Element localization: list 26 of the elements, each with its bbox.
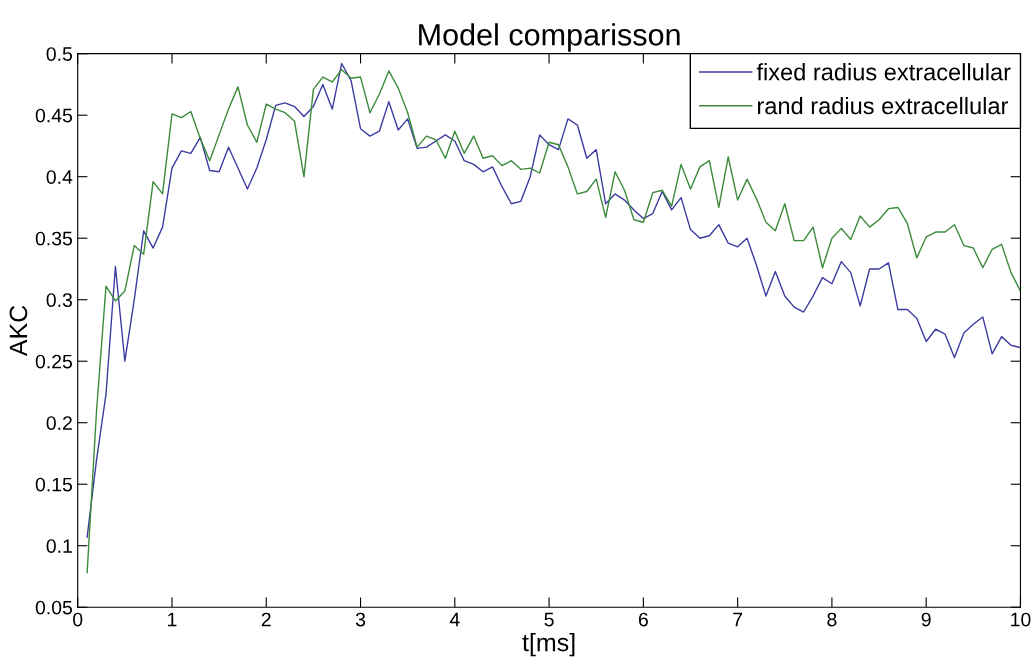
legend-label: fixed radius extracellular	[756, 63, 1011, 81]
x-tick-label: 0	[73, 612, 83, 627]
y-tick-label: 0.3	[46, 293, 72, 307]
x-axis-title: t[ms]	[522, 633, 575, 657]
x-tick-label: 10	[1011, 612, 1031, 627]
x-tick-label: 2	[261, 612, 271, 627]
chart-title: Model comparisson	[419, 23, 680, 52]
x-tick-label: 1	[168, 612, 177, 627]
x-tick-label: 9	[921, 612, 931, 627]
y-tick-label: 0.15	[35, 477, 73, 492]
y-tick-label: 0.1	[46, 539, 72, 553]
y-tick-label: 0.2	[46, 416, 72, 430]
x-tick-label: 5	[544, 612, 554, 627]
x-tick-label: 7	[733, 612, 743, 627]
y-tick-label: 0.4	[46, 170, 73, 184]
x-tick-label: 4	[449, 612, 460, 627]
x-tick-label: 6	[638, 612, 648, 627]
x-tick-label: 8	[827, 612, 837, 627]
y-tick-label: 0.35	[35, 231, 73, 246]
y-tick-label: 0.05	[35, 600, 73, 615]
y-tick-label: 0.25	[35, 354, 73, 369]
y-tick-label: 0.5	[46, 47, 73, 61]
legend-label: rand radius extracellular	[758, 96, 1009, 115]
x-tick-label: 3	[355, 612, 366, 627]
y-axis-title: AKC	[9, 305, 28, 357]
y-tick-label: 0.45	[35, 108, 73, 123]
